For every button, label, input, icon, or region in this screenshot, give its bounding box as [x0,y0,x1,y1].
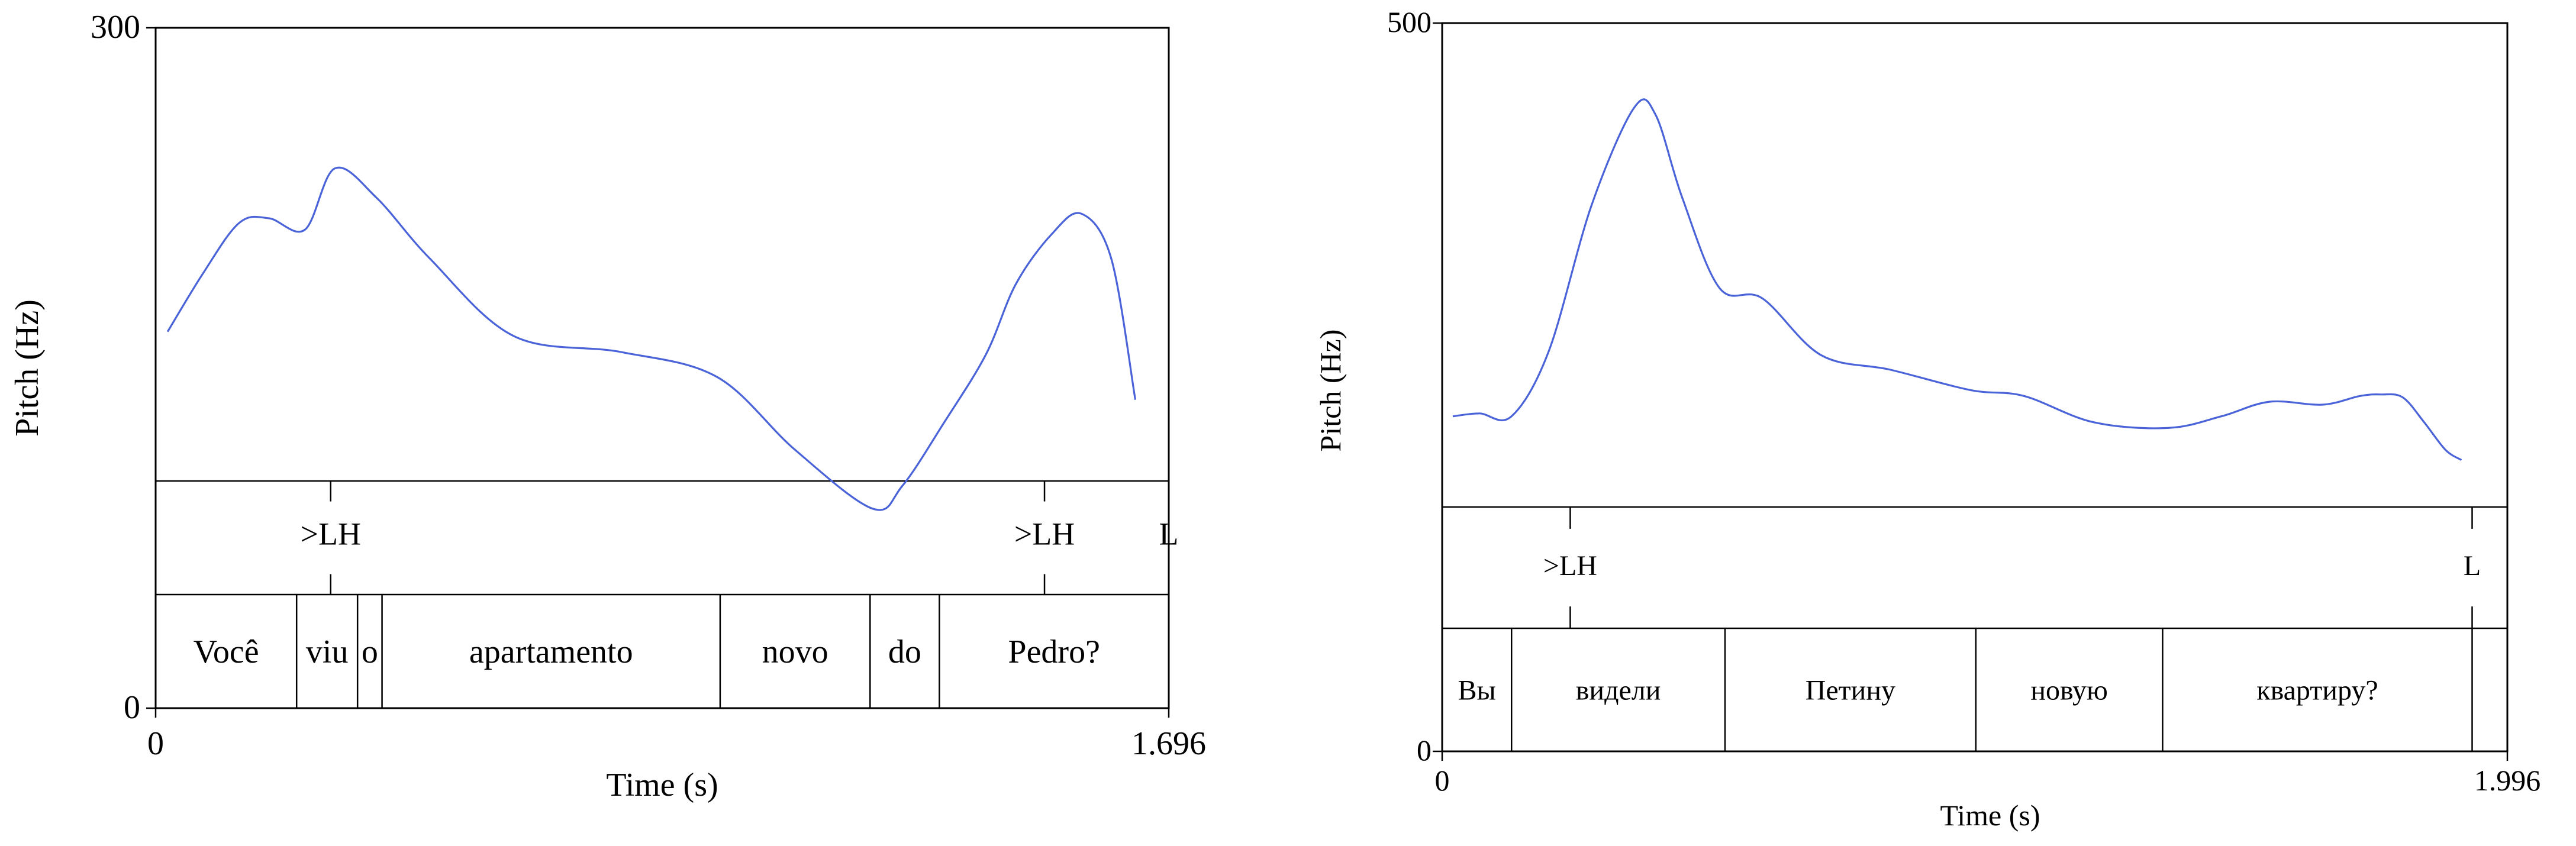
chart-russian-word-label: новую [2030,674,2108,706]
chart-portuguese-word-label: Você [194,634,259,670]
chart-russian-ymax-label: 500 [1387,5,1432,38]
chart-portuguese-word-label: Pedro? [1008,634,1100,670]
chart-portuguese-word-label: o [362,634,378,670]
chart-russian-tone-label: L [2464,550,2481,582]
chart-portuguese-frame [154,27,1170,709]
chart-portuguese-word-label: viu [306,634,349,670]
chart-portuguese-word-label: apartamento [469,634,633,670]
chart-russian: Вы видели Петину новую квартиру? >LH L 500 0 … [1314,5,2540,832]
chart-russian-words: Вы видели Петину новую квартиру? [1458,628,2473,751]
chart-russian-word-label: квартиру? [2256,674,2378,706]
chart-russian-ymin-label: 0 [1417,734,1432,767]
chart-russian-word-label: Вы [1458,674,1495,706]
chart-portuguese-tone-label: L [1159,516,1179,552]
chart-russian-word-label: видели [1576,674,1661,706]
chart-portuguese-words: Você viu o apartamento novo do Pedro? [194,595,1100,708]
chart-portuguese-tone-label: >LH [301,516,361,552]
chart-portuguese-ymin-label: 0 [124,689,140,726]
chart-portuguese-word-label: do [888,634,921,670]
chart-portuguese-ymax-label: 300 [91,9,140,46]
chart-russian-xmin-label: 0 [1435,764,1450,797]
chart-russian-word-label: Петину [1806,674,1895,706]
chart-russian-frame [1441,22,2509,753]
chart-portuguese-tones: >LH >LH L [301,481,1179,595]
chart-portuguese-pitch-curve [166,166,1137,511]
chart-russian-xlabel: Time (s) [1940,799,2040,832]
chart-portuguese-xmax-label: 1.696 [1131,725,1206,762]
chart-portuguese-ylabel: Pitch (Hz) [9,299,46,437]
chart-portuguese-word-label: novo [762,634,828,670]
chart-portuguese-tone-label: >LH [1014,516,1075,552]
chart-russian-tones: >LH L [1543,507,2481,628]
chart-russian-tone-label: >LH [1543,550,1597,582]
chart-portuguese-xlabel: Time (s) [606,767,718,803]
chart-portuguese-xmin-label: 0 [147,725,164,762]
chart-russian-xmax-label: 1.996 [2474,764,2541,797]
chart-russian-pitch-curve [1452,98,2462,461]
chart-portuguese: Você viu o apartamento novo do Pedro? >LH >LH L … [9,9,1206,803]
chart-russian-ylabel: Pitch (Hz) [1314,330,1347,452]
